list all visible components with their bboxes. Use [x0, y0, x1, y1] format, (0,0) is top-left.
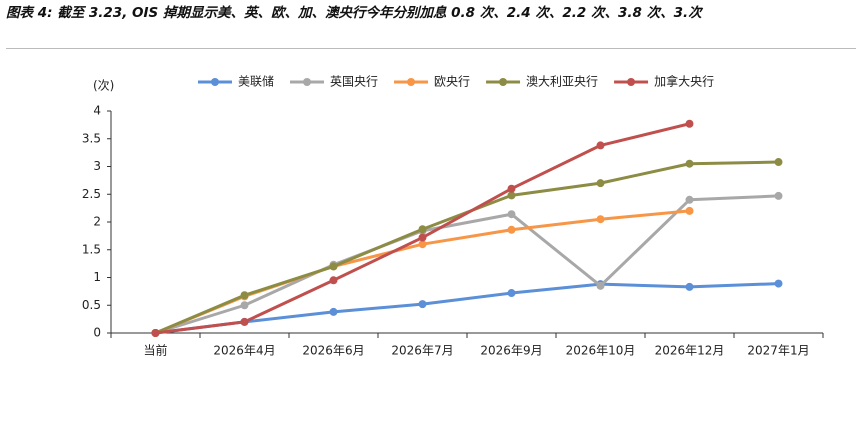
- x-tick-label: 2026年12月: [655, 344, 725, 358]
- point: [507, 191, 516, 200]
- point: [685, 119, 694, 128]
- y-tick-label: 3: [93, 159, 101, 173]
- point: [596, 141, 605, 150]
- chart-title: 图表 4: 截至 3.23, OIS 掉期显示美、英、欧、加、澳央行今年分别加息…: [6, 5, 702, 21]
- series-line: [155, 282, 779, 335]
- point: [329, 262, 338, 271]
- point: [685, 282, 694, 291]
- x-tick-label: 当前: [143, 343, 167, 358]
- point: [685, 206, 694, 215]
- point: [596, 281, 605, 290]
- point: [507, 289, 516, 298]
- legend-label: 美联储: [238, 74, 274, 89]
- point: [596, 215, 605, 224]
- x-tick-label: 2026年4月: [213, 344, 275, 358]
- y-tick-label: 0: [93, 326, 101, 340]
- legend-marker: [407, 78, 416, 86]
- point: [685, 195, 694, 204]
- point: [418, 300, 427, 309]
- y-tick-label: 2.5: [82, 187, 101, 201]
- y-tick-label: 0.5: [82, 298, 101, 312]
- legend-label: 欧央行: [434, 75, 470, 89]
- legend-label: 英国央行: [330, 75, 378, 89]
- legend-label: 加拿大央行: [654, 74, 714, 89]
- legend-marker: [303, 78, 312, 86]
- point: [418, 233, 427, 242]
- point: [240, 317, 249, 326]
- y-tick-label: 1: [93, 270, 101, 284]
- y-tick-label: 4: [93, 104, 101, 118]
- point: [774, 191, 783, 200]
- x-tick-label: 2027年1月: [747, 344, 809, 358]
- point: [596, 179, 605, 188]
- point: [240, 291, 249, 300]
- title-rule: [6, 48, 856, 49]
- x-tick-label: 2026年7月: [391, 344, 453, 358]
- legend-marker: [211, 78, 219, 86]
- point: [151, 329, 160, 337]
- y-axis-label: (次): [93, 79, 114, 93]
- x-tick-label: 2026年9月: [480, 344, 542, 358]
- point: [329, 276, 338, 285]
- point: [418, 240, 427, 249]
- y-tick-label: 3.5: [82, 131, 101, 145]
- legend-marker: [627, 78, 636, 86]
- point: [240, 301, 249, 310]
- point: [685, 159, 694, 168]
- x-tick-label: 2026年10月: [566, 344, 636, 358]
- point: [329, 307, 338, 316]
- legend-marker: [499, 78, 508, 86]
- point: [418, 225, 427, 234]
- point: [507, 210, 516, 219]
- x-tick-label: 2026年6月: [302, 344, 364, 358]
- point: [507, 184, 516, 193]
- point: [774, 279, 783, 288]
- y-tick-label: 1.5: [82, 242, 101, 256]
- point: [774, 158, 783, 167]
- series-line: [155, 194, 779, 335]
- legend-label: 澳大利亚央行: [526, 75, 598, 89]
- point: [507, 225, 516, 234]
- series-line: [154, 160, 779, 335]
- y-tick-label: 2: [93, 215, 101, 229]
